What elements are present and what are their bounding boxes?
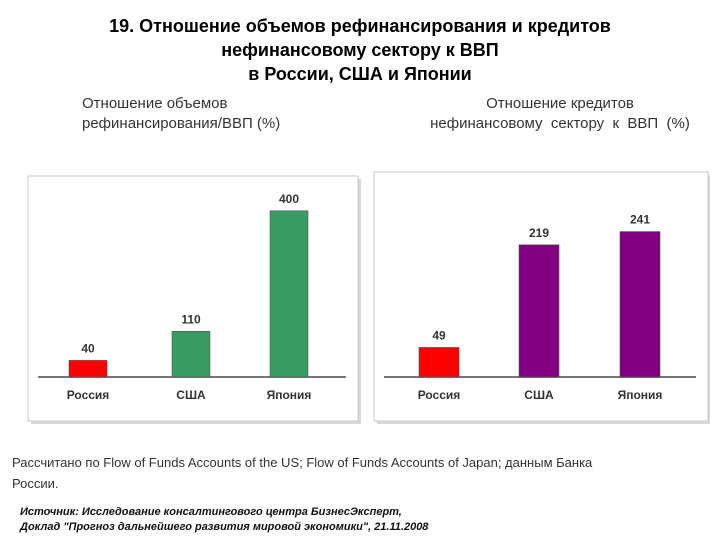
chart-right-bar-1 bbox=[418, 347, 460, 378]
chart-right-value-label-3: 241 bbox=[630, 213, 650, 227]
chart-left-bar-3 bbox=[269, 210, 309, 378]
charts-svg: 40 Россия 110 США 400 Япония 49 Россия 219 США 241… bbox=[27, 171, 710, 424]
chart-right-title-line-2: нефинансовому сектору к ВВП (%) bbox=[430, 115, 690, 132]
chart-left-category-label-1: Россия bbox=[67, 388, 110, 402]
charts-area: 40 Россия 110 США 400 Япония 49 Россия 219 США 241… bbox=[10, 90, 710, 425]
chart-left-value-label-3: 400 bbox=[279, 192, 299, 206]
chart-right-bar-3 bbox=[619, 231, 661, 378]
chart-right-title-line-1: Отношение кредитов bbox=[486, 95, 634, 112]
chart-left-category-label-2: США bbox=[176, 388, 206, 402]
chart-left-bar-1 bbox=[68, 360, 108, 378]
slide-title-line-3: в России, США и Японии bbox=[248, 64, 472, 84]
chart-left-title-line-2: рефинансирования/ВВП (%) bbox=[82, 115, 281, 132]
chart-left-category-label-3: Япония bbox=[267, 388, 312, 402]
source-citation: Источник: Исследование консалтингового ц… bbox=[20, 505, 710, 535]
chart-right-value-label-1: 49 bbox=[432, 328, 446, 342]
chart-right-bar-2 bbox=[518, 244, 560, 378]
slide-title-line-2: нефинансовому сектору к ВВП bbox=[221, 40, 499, 60]
chart-left-title: Отношение объемов рефинансирования/ВВП (… bbox=[82, 94, 342, 134]
slide-title-line-1: 19. Отношение объемов рефинансирования и… bbox=[109, 16, 611, 36]
chart-left-title-line-1: Отношение объемов bbox=[82, 95, 228, 112]
chart-right-title: Отношение кредитов нефинансовому сектору… bbox=[410, 94, 710, 134]
data-note-line-2: России. bbox=[12, 476, 59, 491]
chart-right-category-label-2: США bbox=[524, 388, 554, 402]
chart-left-value-label-2: 110 bbox=[181, 312, 201, 326]
source-line-1: Источник: Исследование консалтингового ц… bbox=[20, 506, 402, 518]
slide-title: 19. Отношение объемов рефинансирования и… bbox=[0, 14, 720, 86]
chart-left-frame bbox=[27, 175, 359, 422]
chart-right-category-label-1: Россия bbox=[418, 388, 461, 402]
chart-left-value-label-1: 40 bbox=[81, 341, 95, 355]
chart-right-category-label-3: Япония bbox=[618, 388, 663, 402]
data-note-line-1: Рассчитано по Flow of Funds Accounts of … bbox=[12, 455, 593, 470]
data-note: Рассчитано по Flow of Funds Accounts of … bbox=[12, 452, 692, 494]
source-line-2: Доклад "Прогноз дальнейшего развития мир… bbox=[20, 521, 429, 533]
chart-right-value-label-2: 219 bbox=[529, 226, 549, 240]
chart-left-bar-2 bbox=[171, 330, 211, 378]
